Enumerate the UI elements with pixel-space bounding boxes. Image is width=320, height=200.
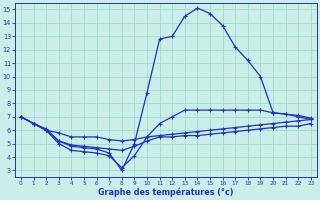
X-axis label: Graphe des températures (°c): Graphe des températures (°c) bbox=[98, 188, 234, 197]
